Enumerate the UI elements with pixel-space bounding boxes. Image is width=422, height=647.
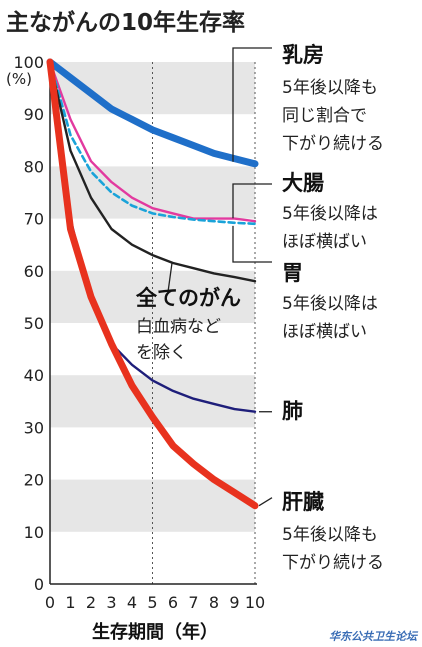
note-colon-2: ほぼ横ばい: [282, 232, 367, 252]
label-breast: 乳房: [282, 43, 324, 67]
x-tick-0: 0: [45, 593, 55, 612]
x-tick-3: 3: [106, 593, 116, 612]
watermark: 华东公共卫生论坛: [329, 630, 419, 643]
leader-breast: [232, 47, 272, 162]
note-liver-1: 5年後以降も: [282, 525, 378, 545]
leader-all-cancers: [167, 262, 173, 293]
series-line-liver: [46, 58, 259, 510]
label-all-cancers: 全てのがん: [135, 286, 241, 310]
leader-stomach: [232, 225, 272, 263]
x-tick-9: 9: [229, 593, 239, 612]
series-lines: [46, 58, 259, 510]
y-axis-unit: (%): [6, 70, 32, 88]
note-breast-1: 5年後以降も: [282, 78, 378, 98]
series-line-breast: [46, 58, 259, 168]
x-tick-4: 4: [127, 593, 137, 612]
chart-title: 主ながんの10年生存率: [6, 9, 245, 36]
note-stomach-1: 5年後以降は: [282, 294, 378, 314]
leader-liver: [258, 497, 273, 507]
y-tick-90: 90: [24, 105, 44, 124]
series-line-colon: [48, 60, 257, 223]
y-tick-30: 30: [24, 418, 44, 437]
note-all-1: 白血病など: [136, 317, 221, 337]
leader-lines: [167, 47, 273, 507]
x-tick-1: 1: [65, 593, 75, 612]
x-tick-6: 6: [168, 593, 178, 612]
series-line-all-cancers: [48, 60, 257, 283]
note-colon-1: 5年後以降は: [282, 204, 378, 224]
y-tick-80: 80: [24, 157, 44, 176]
label-colon: 大腸: [282, 171, 324, 195]
y-tick-labels: 0 10 20 30 40 50 60 70 80 90 100: [13, 53, 44, 594]
label-liver: 肝臓: [282, 490, 324, 514]
x-tick-10: 10: [245, 593, 265, 612]
label-lung: 肺: [282, 399, 303, 423]
label-stomach: 胃: [282, 261, 303, 285]
note-all-2: を除く: [136, 343, 187, 363]
note-breast-2: 同じ割合で: [282, 106, 367, 126]
axes: [49, 62, 257, 585]
x-tick-labels: 0 1 2 3 4 5 6 7 8 9 10: [45, 593, 265, 612]
y-tick-40: 40: [24, 366, 44, 385]
x-tick-7: 7: [188, 593, 198, 612]
x-tick-8: 8: [209, 593, 219, 612]
note-liver-2: 下がり続ける: [282, 553, 384, 573]
y-tick-0: 0: [34, 575, 44, 594]
x-axis-label: 生存期間（年）: [92, 621, 218, 643]
y-tick-70: 70: [24, 210, 44, 229]
leader-colon: [232, 183, 272, 219]
note-breast-3: 下がり続ける: [282, 134, 384, 154]
reference-lines: [152, 62, 256, 584]
series-line-stomach: [48, 60, 257, 226]
y-tick-100: 100: [13, 53, 44, 72]
y-tick-60: 60: [24, 262, 44, 281]
x-tick-2: 2: [86, 593, 96, 612]
y-tick-50: 50: [24, 314, 44, 333]
y-tick-10: 10: [24, 523, 44, 542]
x-tick-5: 5: [147, 593, 157, 612]
y-tick-20: 20: [24, 471, 44, 490]
note-stomach-2: ほぼ横ばい: [282, 322, 367, 342]
